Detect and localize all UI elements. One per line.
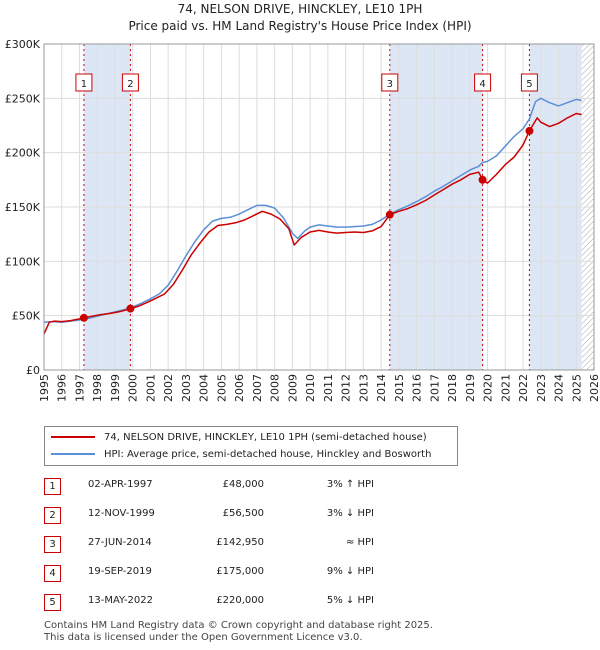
x-tick-label: 2010 <box>304 374 317 402</box>
y-tick-label: £100K <box>5 255 41 268</box>
x-tick-label: 2020 <box>482 374 495 402</box>
transaction-date: 27-JUN-2014 <box>88 537 152 548</box>
transaction-date: 02-APR-1997 <box>88 479 153 490</box>
sale-point <box>385 210 394 219</box>
legend-swatch-price-paid <box>51 436 95 438</box>
transaction-price: £48,000 <box>222 479 264 490</box>
x-tick-label: 1999 <box>109 374 122 402</box>
x-tick-label: 2018 <box>446 374 459 402</box>
x-tick-label: 2024 <box>553 374 566 402</box>
transaction-marker-box <box>75 73 93 92</box>
x-tick-label: 1997 <box>73 374 86 402</box>
x-tick-label: 2013 <box>357 374 370 402</box>
legend-item-price-paid: 74, NELSON DRIVE, HINCKLEY, LE10 1PH (se… <box>51 430 427 444</box>
sale-point <box>525 126 534 135</box>
x-tick-label: 2008 <box>269 374 282 402</box>
x-tick-label: 2006 <box>233 374 246 402</box>
transaction-number-badge: 4 <box>44 565 61 582</box>
x-tick-label: 2004 <box>198 374 211 402</box>
x-tick-label: 2022 <box>517 374 530 402</box>
transaction-marker-box <box>520 73 538 92</box>
y-tick-label: £300K <box>5 38 41 51</box>
chart-title-address: 74, NELSON DRIVE, HINCKLEY, LE10 1PH <box>177 2 423 16</box>
transaction-number-badge: 1 <box>44 478 61 495</box>
transaction-number-badge: 3 <box>44 536 61 553</box>
sale-point <box>126 304 135 313</box>
series-line-hpi <box>43 97 582 323</box>
transaction-number-badge: 5 <box>44 594 61 611</box>
transaction-date: 12-NOV-1999 <box>88 508 155 519</box>
legend-item-hpi: HPI: Average price, semi-detached house,… <box>51 447 431 461</box>
price-chart: 1 2 3 4 5 £0 £50K £100K £150K £200K £250K £300K 199… <box>5 38 600 402</box>
transaction-date: 13-MAY-2022 <box>88 595 154 606</box>
x-tick-label: 2023 <box>535 374 548 402</box>
legend-label-price-paid: 74, NELSON DRIVE, HINCKLEY, LE10 1PH (se… <box>104 431 427 443</box>
y-tick-label: £0 <box>26 364 40 377</box>
x-tick-label: 2007 <box>251 374 264 402</box>
transaction-marker-label: 1 <box>81 79 87 90</box>
table-row: 5 13-MAY-2022 £220,000 5% ↓ HPI <box>44 590 464 619</box>
legend-label-hpi: HPI: Average price, semi-detached house,… <box>104 448 432 460</box>
footer-licence: This data is licensed under the Open Gov… <box>44 632 363 643</box>
transaction-marker-box <box>121 73 139 92</box>
y-tick-label: £150K <box>5 201 41 214</box>
y-tick-label: £250K <box>5 92 41 105</box>
x-tick-label: 2001 <box>144 374 157 402</box>
transaction-hpi-comparison: 5% ↓ HPI <box>326 595 374 606</box>
x-tick-label: 1996 <box>56 374 69 402</box>
table-row: 1 02-APR-1997 £48,000 3% ↑ HPI <box>44 474 464 503</box>
x-tick-label: 2003 <box>180 374 193 402</box>
table-row: 4 19-SEP-2019 £175,000 9% ↓ HPI <box>44 561 464 590</box>
legend-swatch-hpi <box>51 453 95 455</box>
sale-point <box>79 313 88 322</box>
transaction-price: £56,500 <box>222 508 264 519</box>
transactions-table: 1 02-APR-1997 £48,000 3% ↑ HPI 2 12-NOV-… <box>44 474 464 619</box>
transaction-hpi-comparison: 3% ↑ HPI <box>326 479 374 490</box>
footer-copyright: Contains HM Land Registry data © Crown c… <box>44 620 433 631</box>
y-tick-label: £50K <box>12 310 41 323</box>
transaction-price: £175,000 <box>216 566 264 577</box>
x-tick-label: 2017 <box>428 374 441 402</box>
transaction-marker-label: 4 <box>479 79 485 90</box>
transaction-price: £142,950 <box>216 537 264 548</box>
transaction-marker-label: 5 <box>526 79 532 90</box>
x-tick-label: 1995 <box>38 374 51 402</box>
plot-frame <box>43 43 595 371</box>
series-line-price-paid <box>43 112 582 335</box>
x-tick-label: 2009 <box>286 374 299 402</box>
x-tick-label: 2025 <box>570 374 583 402</box>
x-tick-label: 2019 <box>464 374 477 402</box>
x-tick-label: 2005 <box>215 374 228 402</box>
x-tick-label: 2014 <box>375 374 388 402</box>
transaction-number-badge: 2 <box>44 507 61 524</box>
x-tick-label: 2021 <box>499 374 512 402</box>
y-tick-label: £200K <box>5 147 41 160</box>
chart-legend: 74, NELSON DRIVE, HINCKLEY, LE10 1PH (se… <box>44 426 458 466</box>
x-tick-label: 1998 <box>91 374 104 402</box>
transaction-price: £220,000 <box>216 595 264 606</box>
transaction-hpi-comparison: ≈ HPI <box>345 537 374 548</box>
footer-attribution: Contains HM Land Registry data © Crown c… <box>44 620 433 644</box>
transaction-marker-box <box>474 73 492 92</box>
transaction-hpi-comparison: 9% ↓ HPI <box>326 566 374 577</box>
transaction-date: 19-SEP-2019 <box>88 566 152 577</box>
x-tick-label: 2026 <box>588 374 600 402</box>
x-tick-label: 2011 <box>322 374 335 402</box>
chart-subtitle: Price paid vs. HM Land Registry's House … <box>128 19 472 33</box>
transaction-marker-box <box>381 73 399 92</box>
transaction-marker-label: 2 <box>127 79 133 90</box>
transaction-marker-label: 3 <box>387 79 393 90</box>
x-tick-label: 2002 <box>162 374 175 402</box>
sale-point <box>478 175 487 184</box>
x-tick-label: 2000 <box>127 374 140 402</box>
table-row: 3 27-JUN-2014 £142,950 ≈ HPI <box>44 532 464 561</box>
transaction-hpi-comparison: 3% ↓ HPI <box>326 508 374 519</box>
x-tick-label: 2012 <box>340 374 353 402</box>
table-row: 2 12-NOV-1999 £56,500 3% ↓ HPI <box>44 503 464 532</box>
x-tick-label: 2015 <box>393 374 406 402</box>
x-tick-label: 2016 <box>411 374 424 402</box>
